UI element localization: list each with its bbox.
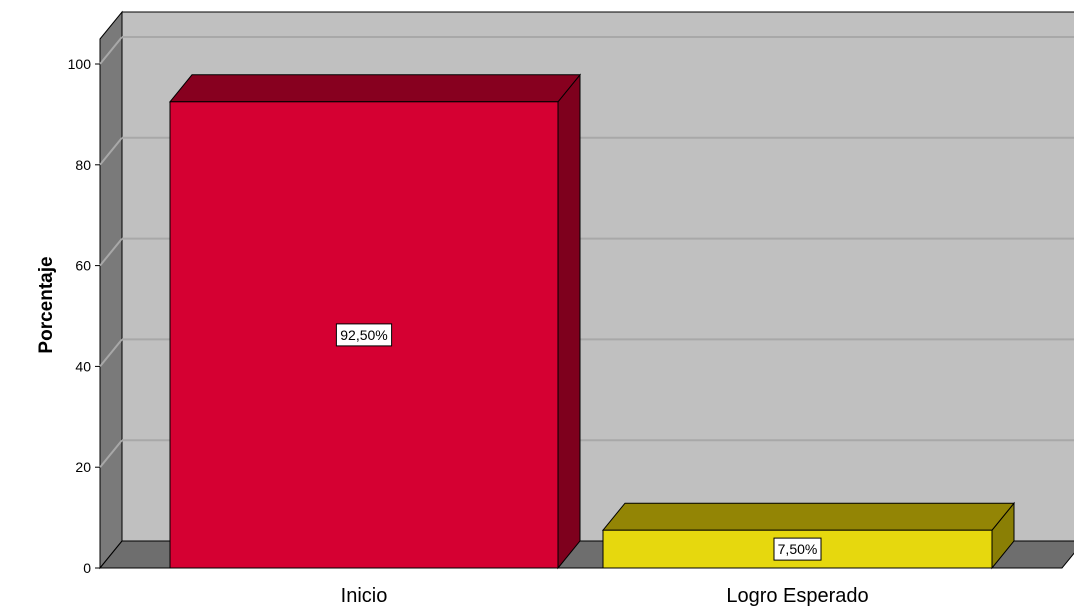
y-tick-label: 0 bbox=[83, 560, 91, 576]
data-label-text: 92,50% bbox=[340, 327, 387, 343]
y-axis-ticks: 0 20 40 60 80 100 bbox=[68, 56, 100, 576]
y-tick-label: 100 bbox=[68, 56, 92, 72]
bar-top bbox=[168, 74, 582, 103]
y-axis-label: Porcentaje bbox=[36, 256, 57, 353]
y-tick-label: 80 bbox=[75, 157, 91, 173]
gridline-side bbox=[99, 36, 123, 65]
bars: 92,50% 7,50% bbox=[168, 73, 1016, 570]
bar: 7,50% bbox=[601, 501, 1016, 570]
y-tick-label: 40 bbox=[75, 358, 91, 374]
y-tick-label: 60 bbox=[75, 258, 91, 274]
y-tick-label: 20 bbox=[75, 459, 91, 475]
x-tick-label: Logro Esperado bbox=[726, 585, 868, 607]
data-label: 92,50% bbox=[335, 323, 393, 347]
data-label-text: 7,50% bbox=[778, 541, 818, 557]
data-label-box bbox=[335, 323, 393, 347]
data-label-box bbox=[773, 537, 822, 561]
x-axis-ticks: Inicio Logro Esperado bbox=[341, 585, 869, 607]
x-tick-label: Inicio bbox=[341, 585, 388, 607]
bar-top bbox=[601, 502, 1016, 531]
gridline-side bbox=[99, 338, 123, 368]
gridline-side bbox=[99, 137, 123, 166]
data-label: 7,50% bbox=[773, 537, 822, 561]
bar-side bbox=[557, 73, 581, 570]
gridline-side bbox=[99, 439, 123, 468]
left-wall bbox=[99, 10, 123, 570]
bar: 92,50% bbox=[168, 73, 582, 570]
gridline-side bbox=[99, 237, 123, 267]
